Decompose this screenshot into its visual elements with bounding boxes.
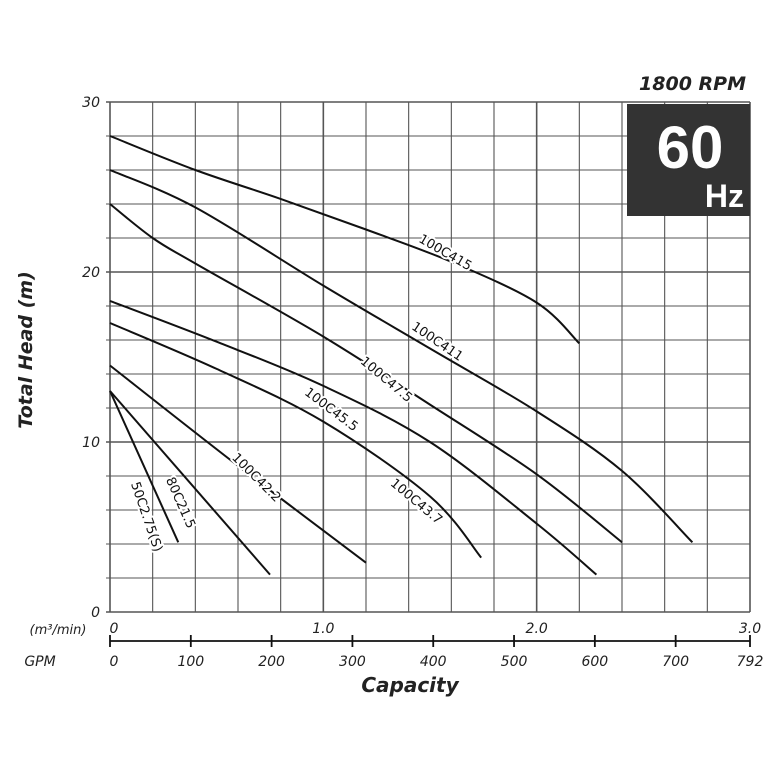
gpm-tick-label: 300 — [339, 654, 366, 670]
curve-100c43-7 — [109, 322, 482, 559]
gpm-tick-label: 500 — [501, 654, 528, 670]
gpm-tick-label: 200 — [258, 654, 285, 670]
curve-100c415 — [109, 135, 581, 345]
curve-100c411 — [109, 169, 694, 544]
gpm-tick-label: 792 — [737, 654, 764, 670]
x-tick-label: 1.0 — [312, 621, 334, 637]
gpm-tick-label: 0 — [110, 654, 119, 670]
curve-label: 100C45.5 — [301, 385, 360, 435]
curve-100c47-5 — [109, 203, 623, 544]
gpm-tick-label: 400 — [420, 654, 447, 670]
y-axis-label: Total Head (m) — [15, 271, 37, 429]
gpm-tick-label: 100 — [177, 654, 204, 670]
gpm-tick-label: 700 — [662, 654, 689, 670]
y-tick-label: 10 — [82, 435, 100, 451]
y-tick-label: 20 — [82, 265, 100, 281]
x-unit-label: (m³/min) — [30, 623, 87, 638]
x-tick-label: 3.0 — [739, 621, 761, 637]
x-tick-label: 0 — [110, 621, 119, 637]
curve-100c45-5 — [109, 299, 598, 576]
curve-label: 80C21.5 — [162, 475, 198, 531]
x-axis-label: Capacity — [361, 673, 459, 697]
curve-label: 50C2.75(S) — [127, 480, 165, 554]
curve-100c42-2 — [109, 364, 367, 564]
chart-title: 1800 RPM — [639, 73, 746, 95]
curve-label: 100C42.2 — [228, 450, 283, 505]
frequency-badge-value: 60 — [657, 114, 724, 181]
gpm-tick-label: 600 — [581, 654, 608, 670]
y-tick-label: 30 — [82, 95, 100, 111]
x-tick-label: 2.0 — [526, 621, 548, 637]
y-tick-label: 0 — [91, 605, 100, 621]
gpm-unit-label: GPM — [24, 654, 55, 670]
frequency-badge-unit: Hz — [705, 178, 744, 214]
curve-80c21-5 — [109, 390, 271, 576]
curve-50c2-75-s- — [109, 390, 180, 543]
frequency-badge — [627, 104, 750, 216]
